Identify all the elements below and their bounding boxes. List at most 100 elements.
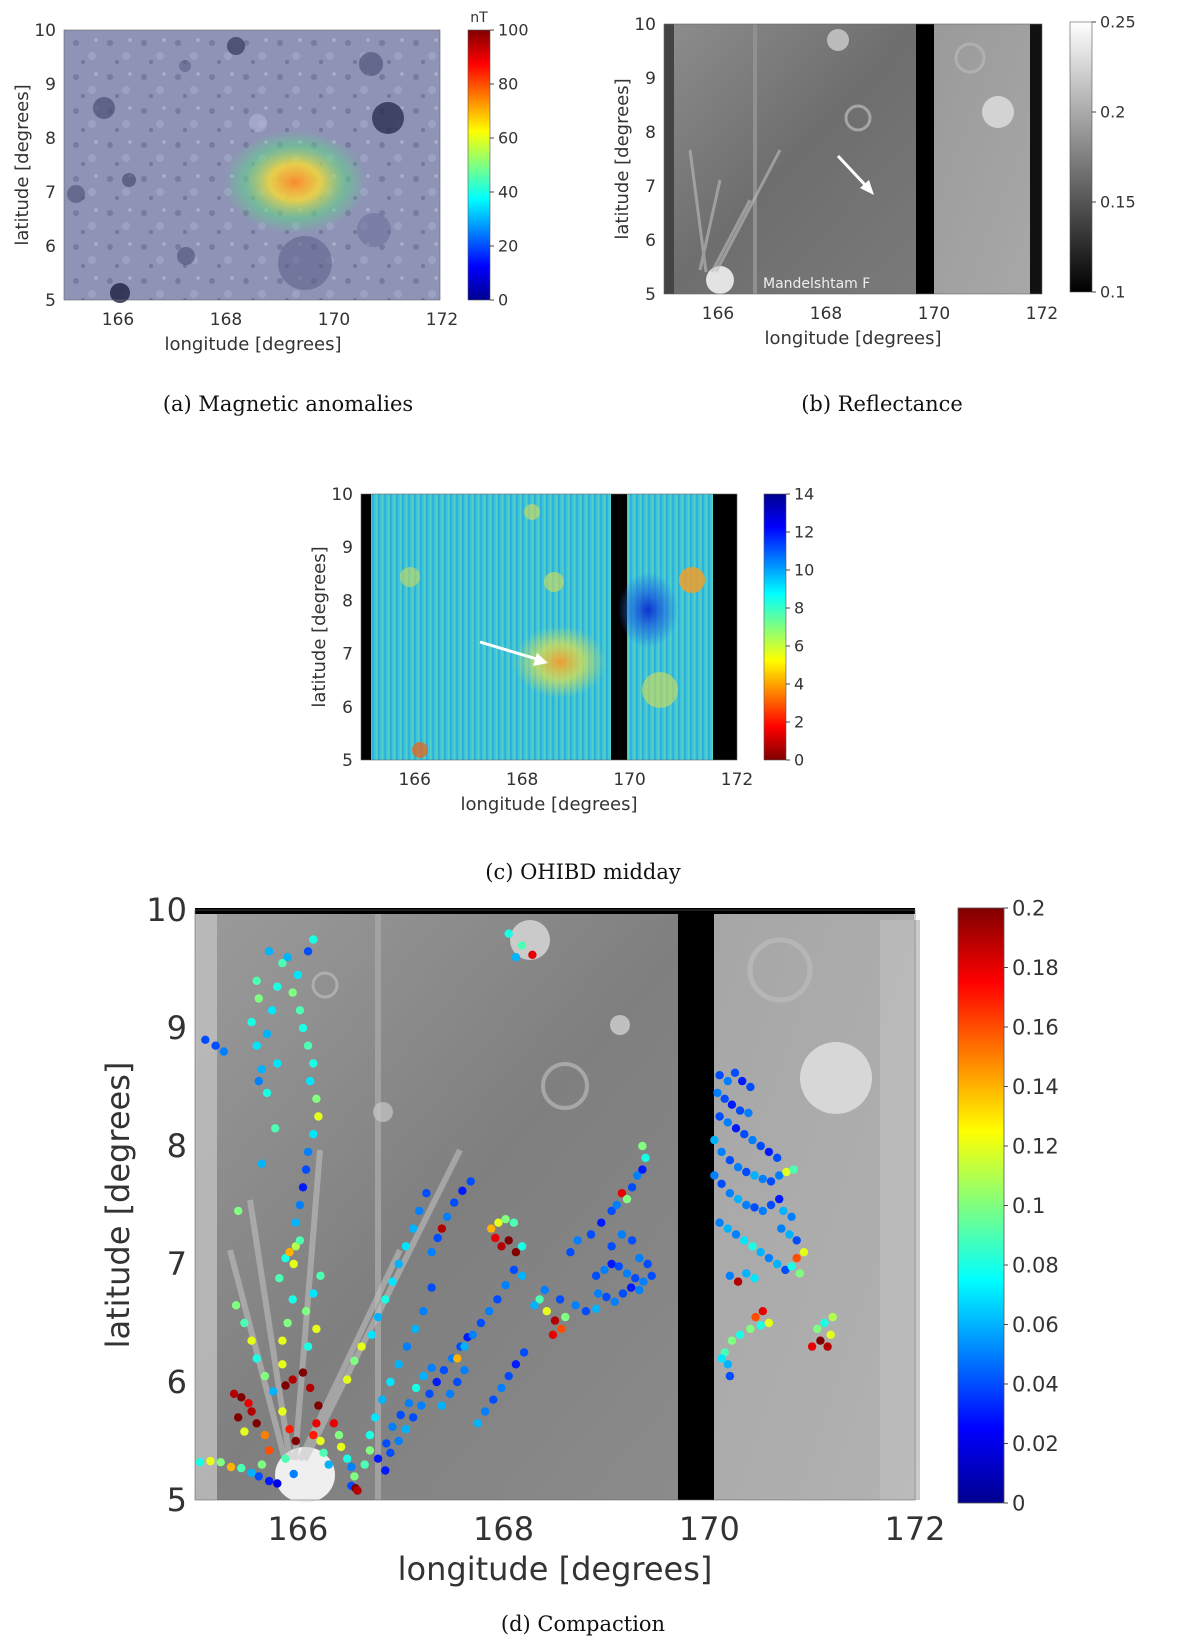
panel-c: 166 168 170 172 5 6 7 8 9 10 longitude [degrees] la… — [309, 485, 814, 815]
compaction-point — [411, 1383, 421, 1393]
x-axis-label: longitude [degrees] — [164, 334, 341, 355]
compaction-point — [548, 1330, 558, 1340]
compaction-point — [394, 1436, 403, 1446]
compaction-point — [309, 1130, 318, 1139]
compaction-point — [240, 1427, 249, 1436]
colorbar-tick-label: 100 — [498, 21, 529, 40]
y-tick-label: 10 — [146, 891, 187, 929]
compaction-point — [278, 958, 287, 968]
compaction-gap — [678, 910, 714, 1500]
x-axis-label: longitude [degrees] — [460, 794, 637, 815]
compaction-point — [350, 1356, 359, 1366]
ohibd-arrow — [479, 640, 548, 666]
compaction-point — [312, 1324, 321, 1334]
compaction-point — [627, 1183, 637, 1192]
compaction-point — [388, 1422, 397, 1432]
compaction-point — [453, 1354, 462, 1363]
compaction-point — [295, 1200, 305, 1210]
compaction-point — [756, 1321, 765, 1330]
compaction-point — [618, 1289, 628, 1298]
compaction-point — [742, 1167, 751, 1177]
caption-d: (d) Compaction — [500, 1612, 666, 1636]
ohibd-gap — [611, 494, 627, 760]
colorbar-tick-label: 0.18 — [1012, 956, 1059, 980]
compaction-point — [275, 1274, 284, 1283]
compaction-point — [744, 1108, 753, 1118]
x-tick-label: 168 — [473, 1510, 534, 1548]
compaction-point — [316, 1271, 325, 1281]
compaction-point — [316, 1436, 325, 1446]
compaction-point — [427, 1248, 436, 1257]
compaction-point — [633, 1171, 642, 1180]
compaction-point — [278, 1407, 287, 1416]
compaction-point — [408, 1413, 418, 1422]
compaction-point — [367, 1330, 377, 1340]
colorbar-tick-label: 0.06 — [1012, 1313, 1059, 1337]
compaction-point — [607, 1242, 616, 1251]
compaction-point — [746, 1324, 755, 1334]
compaction-point — [828, 1312, 837, 1322]
x-tick-label: 166 — [267, 1510, 328, 1548]
compaction-point — [494, 1218, 503, 1227]
compaction-point — [460, 1366, 469, 1375]
compaction-point — [419, 1307, 428, 1316]
x-tick-label: 168 — [810, 304, 842, 324]
compaction-point — [631, 1274, 640, 1283]
compaction-point — [288, 1375, 297, 1384]
colorbar-tick-label: 0.1 — [1100, 283, 1125, 302]
compaction-point — [252, 976, 261, 985]
y-tick-label: 8 — [645, 123, 656, 143]
compaction-point — [493, 1295, 502, 1304]
compaction-point — [247, 1468, 256, 1478]
colorbar-b-ticks: 0.1 0.15 0.2 0.25 — [1092, 13, 1136, 302]
compaction-point — [807, 1342, 817, 1351]
x-tick-label: 170 — [613, 770, 645, 790]
compaction-point — [820, 1318, 829, 1328]
colorbar-tick-label: 0.08 — [1012, 1253, 1059, 1277]
compaction-point — [278, 1336, 287, 1345]
colorbar-c-ticks: 0 2 4 6 8 10 12 14 — [786, 485, 814, 770]
ohibd-map-left — [371, 494, 611, 760]
compaction-point — [535, 1295, 544, 1304]
colorbar-a-unit: nT — [470, 10, 488, 26]
compaction-point — [710, 1171, 719, 1180]
compaction-point — [314, 1112, 323, 1121]
colorbar-d — [957, 907, 1005, 1504]
compaction-point — [264, 1446, 274, 1455]
compaction-point — [497, 1383, 506, 1393]
compaction-point — [247, 1407, 256, 1416]
compaction-point — [309, 1430, 318, 1440]
compaction-point — [419, 1371, 428, 1381]
y-tick-label: 6 — [45, 237, 56, 257]
compaction-point — [237, 1393, 246, 1402]
compaction-point — [773, 1153, 782, 1163]
colorbar-tick-label: 0.25 — [1100, 13, 1136, 32]
compaction-point — [610, 1297, 619, 1307]
compaction-point — [597, 1218, 606, 1227]
colorbar-tick-label: 0.2 — [1012, 896, 1045, 920]
compaction-point — [750, 1274, 759, 1283]
colorbar-tick-label: 4 — [794, 675, 804, 694]
compaction-point — [591, 1271, 601, 1281]
colorbar-tick-label: 80 — [498, 75, 518, 94]
reflectance-craters — [688, 29, 1014, 294]
compaction-point — [725, 1189, 735, 1198]
compaction-point — [730, 1068, 740, 1078]
compaction-point — [725, 1271, 735, 1281]
compaction-point — [312, 1094, 321, 1104]
compaction-point — [777, 1224, 786, 1233]
compaction-point — [394, 1259, 403, 1269]
y-tick-label: 6 — [167, 1363, 187, 1401]
x-tick-label: 172 — [426, 310, 458, 330]
compaction-point — [715, 1071, 724, 1080]
compaction-point — [756, 1141, 765, 1151]
x-axis-label: longitude [degrees] — [398, 1550, 713, 1588]
compaction-point — [758, 1174, 767, 1184]
compaction-point — [343, 1375, 352, 1384]
compaction-point — [517, 1242, 527, 1251]
compaction-point — [229, 1389, 239, 1399]
panel-b-axes: 166 168 170 172 5 6 7 8 9 10 longitude [degrees] la… — [612, 15, 1058, 349]
x-tick-label: 172 — [884, 1510, 945, 1548]
compaction-point — [785, 1230, 794, 1239]
compaction-point — [281, 1381, 290, 1390]
